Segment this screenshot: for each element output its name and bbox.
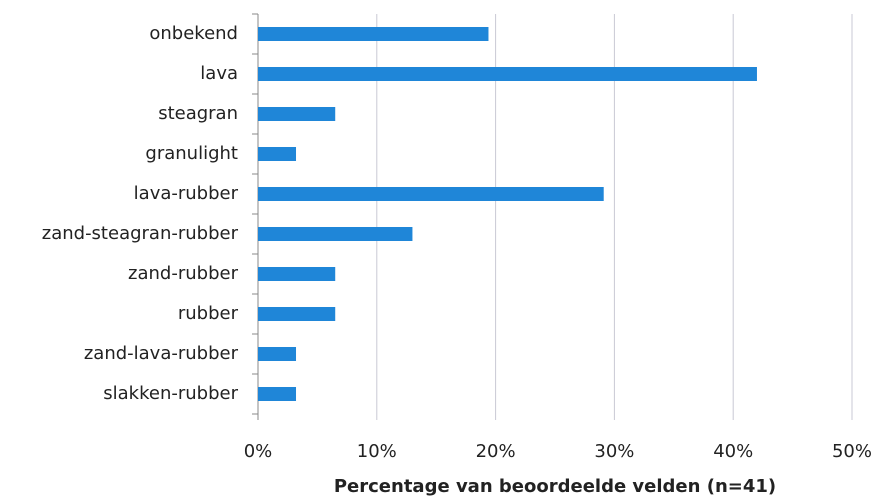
y-tick-label: zand-steagran-rubber: [42, 223, 239, 244]
y-tick-label: slakken-rubber: [103, 383, 238, 404]
bar: [258, 347, 297, 361]
y-tick-label: lava: [200, 63, 238, 84]
x-tick-label: 20%: [476, 441, 516, 462]
bar: [258, 67, 757, 81]
y-tick-label: lava-rubber: [134, 183, 239, 204]
bar: [258, 187, 604, 201]
bar: [258, 147, 297, 161]
y-tick-label: zand-lava-rubber: [84, 343, 239, 364]
bar: [258, 107, 336, 121]
x-tick-label: 10%: [357, 441, 397, 462]
x-axis-title: Percentage van beoordeelde velden (n=41): [334, 476, 776, 497]
bar: [258, 267, 336, 281]
bar: [258, 387, 297, 401]
y-tick-label: granulight: [145, 143, 238, 164]
bar: [258, 307, 336, 321]
y-tick-label: onbekend: [149, 23, 238, 44]
x-tick-label: 0%: [244, 441, 273, 462]
y-tick-label: zand-rubber: [128, 263, 239, 284]
x-tick-label: 30%: [594, 441, 634, 462]
x-tick-label: 50%: [832, 441, 872, 462]
bar: [258, 227, 413, 241]
y-tick-label: rubber: [178, 303, 239, 324]
bar: [258, 27, 489, 41]
y-tick-label: steagran: [158, 103, 238, 124]
x-tick-label: 40%: [713, 441, 753, 462]
